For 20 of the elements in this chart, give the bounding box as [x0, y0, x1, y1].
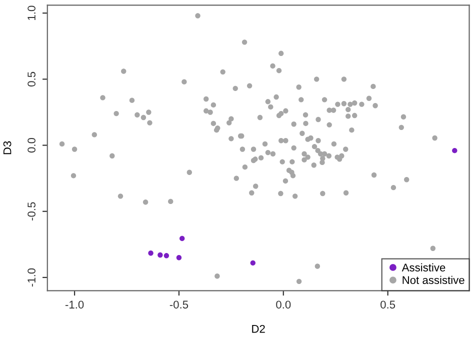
- point: [164, 253, 170, 258]
- legend-label: Not assistive: [402, 276, 464, 284]
- point: [250, 260, 256, 266]
- x-tick-label: 0.5: [380, 300, 396, 309]
- y-axis-title: D3: [3, 141, 12, 154]
- y-tick-label: 0.5: [28, 72, 36, 86]
- legend-label: Assistive: [402, 263, 446, 272]
- x-axis-title: D2: [252, 324, 265, 333]
- x-tick-label: 0.0: [276, 300, 291, 309]
- point: [148, 250, 154, 256]
- point: [176, 255, 182, 260]
- y-tick-label: 1.0: [28, 6, 36, 20]
- y-tick-label: -1.0: [28, 268, 36, 287]
- point: [180, 236, 185, 242]
- point: [452, 148, 458, 154]
- point: [158, 252, 163, 258]
- y-tick-label: 0.0: [28, 138, 36, 153]
- x-tick-label: -0.5: [170, 300, 188, 309]
- y-tick-label: -0.5: [28, 202, 36, 220]
- x-tick-label: -1.0: [65, 300, 84, 309]
